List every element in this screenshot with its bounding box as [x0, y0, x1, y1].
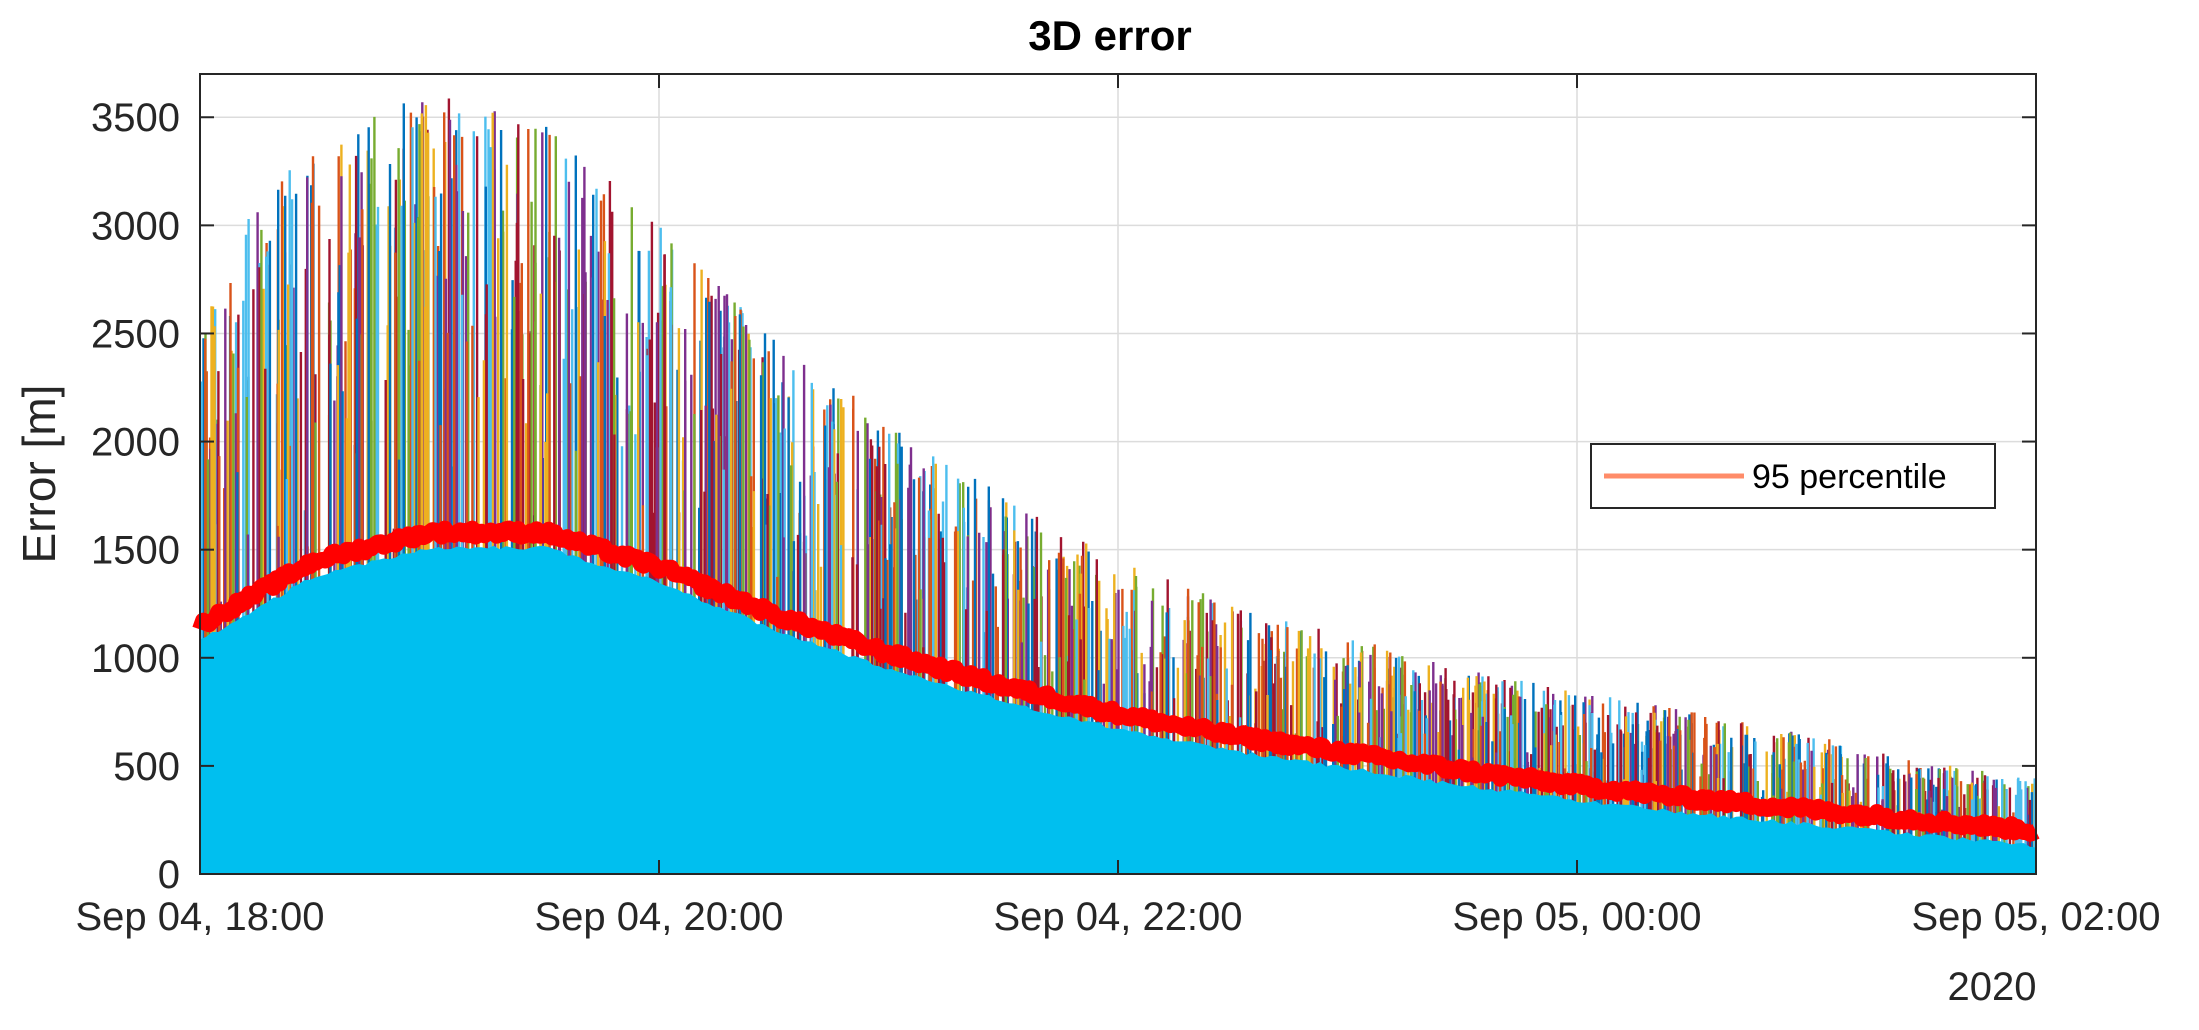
y-tick-label: 1000 [91, 637, 180, 681]
x-axis-tick-labels: Sep 04, 18:00 Sep 04, 20:00 Sep 04, 22:00 S… [75, 895, 2160, 939]
percentile-line [192, 520, 2041, 842]
y-tick-label: 3500 [91, 96, 180, 140]
y-tick-label: 2000 [91, 421, 180, 465]
fill-area [200, 545, 2036, 874]
y-axis-label: Error [m] [13, 385, 65, 564]
y-tick-label: 0 [158, 853, 180, 897]
y-tick-label: 1500 [91, 529, 180, 573]
y-tick-label: 3000 [91, 204, 180, 248]
y-tick-label: 500 [113, 745, 180, 789]
x-tick-label: Sep 05, 02:00 [1911, 895, 2160, 939]
x-axis-year-label: 2020 [1948, 965, 2037, 1009]
x-tick-label: Sep 04, 18:00 [75, 895, 324, 939]
y-tick-label: 2500 [91, 312, 180, 356]
x-tick-label: Sep 04, 20:00 [534, 895, 783, 939]
y-axis-tick-labels: 0 500 1000 1500 2000 2500 3000 3500 [91, 96, 180, 897]
x-tick-label: Sep 05, 00:00 [1452, 895, 1701, 939]
legend-entry-label: 95 percentile [1752, 458, 1947, 496]
tick-marks [199, 74, 2037, 875]
chart-title: 3D error [1028, 12, 1191, 59]
legend: 95 percentile [1590, 443, 1996, 509]
x-tick-label: Sep 04, 22:00 [993, 895, 1242, 939]
